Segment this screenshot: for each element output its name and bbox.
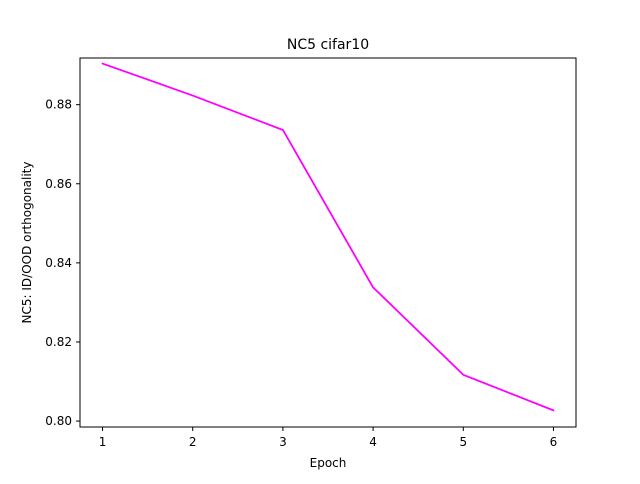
y-tick-label: 0.86 [45,177,72,191]
x-tick-label: 3 [279,435,287,449]
x-tick-label: 2 [189,435,197,449]
y-tick-label: 0.82 [45,335,72,349]
y-tick-label: 0.80 [45,414,72,428]
x-axis-label: Epoch [310,456,347,470]
y-axis-label: NC5: ID/OOD orthogonality [20,162,34,324]
x-tick-label: 1 [99,435,107,449]
y-tick-label: 0.84 [45,256,72,270]
x-tick-label: 6 [550,435,558,449]
x-tick-label: 4 [369,435,377,449]
x-tick-label: 5 [459,435,467,449]
chart-title: NC5 cifar10 [287,37,369,53]
y-tick-label: 0.88 [45,98,72,112]
